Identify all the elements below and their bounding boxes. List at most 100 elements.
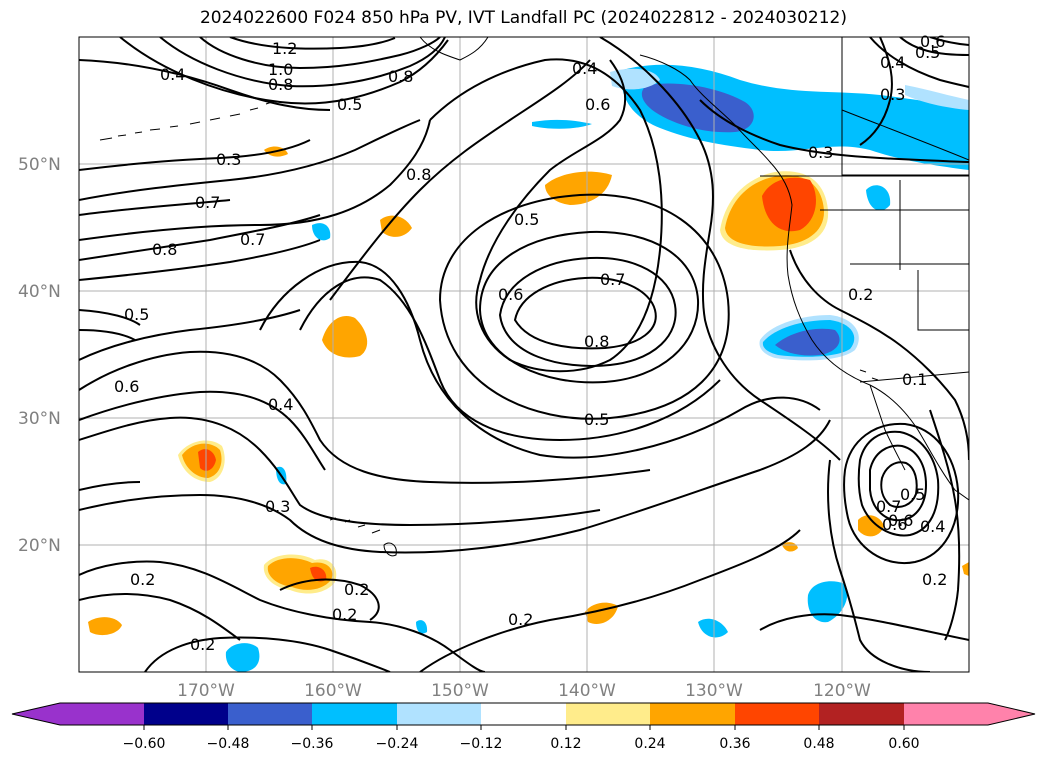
- contour-label: 0.5: [584, 410, 609, 429]
- pv-contour-0.4: [79, 350, 651, 484]
- contour-label: 0.6: [585, 95, 610, 114]
- alaska-coast: [419, 37, 489, 61]
- pv-contour-0.8: [159, 37, 446, 88]
- pv-contour-0.5: [438, 193, 730, 420]
- pv-contour-0.2: [79, 481, 141, 491]
- pv-fill-positive: [962, 562, 969, 576]
- contour-label: 0.2: [332, 605, 357, 624]
- pv-contour-0.3: [79, 139, 311, 171]
- contour-label: 0.2: [508, 610, 533, 629]
- pv-contour-1.0: [199, 37, 441, 70]
- lon-label: 170°W: [177, 681, 235, 701]
- pv-contour-0.6: [79, 309, 301, 361]
- coastlines: [99, 37, 969, 557]
- contour-label: 0.5: [514, 210, 539, 229]
- border-mexico: [859, 371, 969, 383]
- colorbar-extend-min: [12, 703, 144, 725]
- contour-label: 0.4: [160, 65, 185, 84]
- pv-contour-0.8: [429, 58, 663, 373]
- contour-label: 0.2: [344, 580, 369, 599]
- contour-label: 0.5: [337, 95, 362, 114]
- pv-contour-0.8: [79, 214, 321, 261]
- contour-label: 0.5: [900, 485, 925, 504]
- map-title: 2024022600 F024 850 hPa PV, IVT Landfall…: [199, 8, 847, 28]
- contour-label: 0.6: [114, 377, 139, 396]
- contour-label: 0.3: [216, 150, 241, 169]
- pv-contour-1.2: [229, 37, 396, 50]
- pv-contour-0.7: [880, 461, 918, 508]
- contour-label: 0.4: [880, 53, 905, 72]
- colorbar-extend-max: [904, 703, 1035, 725]
- contour-label: 0.6: [920, 32, 945, 51]
- colorbar-outline: [11, 702, 1036, 726]
- pv-contour-0.2: [759, 613, 969, 641]
- pv-contour-0.5: [299, 276, 721, 442]
- lon-label: 160°W: [304, 681, 362, 701]
- pv-contour-0.2: [279, 578, 380, 621]
- pv-fill-negative: [905, 85, 969, 110]
- pv-fill-negative: [866, 185, 891, 211]
- pv-fill-positive: [267, 558, 333, 590]
- contour-label: 0.2: [922, 570, 947, 589]
- pv-fill-positive: [310, 566, 327, 582]
- pv-fill-positive: [762, 177, 816, 232]
- colorbar-tick-label: −0.36: [291, 736, 334, 752]
- colorbar-segment: [481, 703, 566, 725]
- pv-fill-positive: [322, 316, 368, 358]
- pv-contour-0.2: [929, 409, 961, 641]
- baja-islands: [859, 369, 879, 381]
- contour-label: 0.8: [268, 75, 293, 94]
- contour-label: 1.0: [268, 60, 293, 79]
- contour-label: 0.8: [584, 332, 609, 351]
- pv-contour-0.8: [79, 199, 231, 216]
- longitude-labels: 170°W 160°W 150°W 140°W 130°W 120°W: [177, 681, 871, 701]
- pv-fill-negative: [532, 119, 592, 129]
- colorbar-segment: [819, 703, 904, 725]
- colorbar-segment: [144, 703, 228, 725]
- contour-label: 0.4: [920, 517, 945, 536]
- north-america-coast: [639, 54, 969, 501]
- lon-label: 140°W: [558, 681, 616, 701]
- contour-label: 0.2: [190, 635, 215, 654]
- contour-label: 0.1: [902, 370, 927, 389]
- pv-fill-positive: [198, 449, 216, 471]
- colorbar-tick-label: −0.60: [123, 736, 166, 752]
- pv-fill-negative: [312, 223, 331, 241]
- pv-contour-0.2: [827, 459, 931, 672]
- pv-fill-positive: [782, 542, 798, 552]
- pv-fill-positive: [380, 215, 412, 237]
- contour-label: 0.4: [268, 395, 293, 414]
- latitude-labels: 50°N 40°N 30°N 20°N: [18, 155, 61, 556]
- pv-fill-negative: [775, 328, 840, 356]
- pv-fill-negative: [698, 618, 728, 638]
- contour-label: 0.3: [265, 497, 290, 516]
- colorbar-tick-label: 0.24: [634, 736, 665, 752]
- contour-label: 0.5: [124, 305, 149, 324]
- colorbar-tick-label: 0.60: [888, 736, 919, 752]
- pv-contour-0.7: [79, 119, 431, 241]
- contour-label: 0.2: [848, 285, 873, 304]
- pv-contour-0.2: [79, 419, 831, 554]
- contour-label: 0.5: [915, 43, 940, 62]
- colorbar: −0.60 −0.48 −0.36 −0.24 −0.12 0.12 0.24 …: [11, 702, 1036, 752]
- contour-label: 0.8: [152, 240, 177, 259]
- pv-contour-0.4: [79, 59, 331, 111]
- pv-fill-negative: [807, 581, 848, 623]
- pv-contour-0.6: [869, 444, 928, 522]
- pv-contour-0.3: [699, 99, 969, 163]
- pv-contour-0.7: [79, 119, 421, 201]
- contour-label-layer: 1.2 1.0 0.8 0.4 0.5 0.8 0.3 0.7 0.8 0.7 …: [114, 32, 947, 654]
- pv-contour-0.6: [79, 329, 136, 341]
- pv-contour-0.5: [119, 37, 449, 105]
- contour-label: 0.7: [876, 497, 901, 516]
- colorbar-tick-label: −0.48: [207, 736, 250, 752]
- lat-label: 50°N: [18, 155, 61, 175]
- pv-contour-0.8: [513, 276, 657, 350]
- contour-label: 0.6: [882, 515, 907, 534]
- baja-peninsula: [869, 384, 906, 471]
- pv-contour-0.5: [899, 37, 969, 56]
- pv-contour-0.7: [498, 256, 677, 367]
- pv-contour-0.6: [478, 230, 700, 384]
- contour-label: 0.7: [195, 193, 220, 212]
- pv-contour-0.2: [79, 560, 486, 672]
